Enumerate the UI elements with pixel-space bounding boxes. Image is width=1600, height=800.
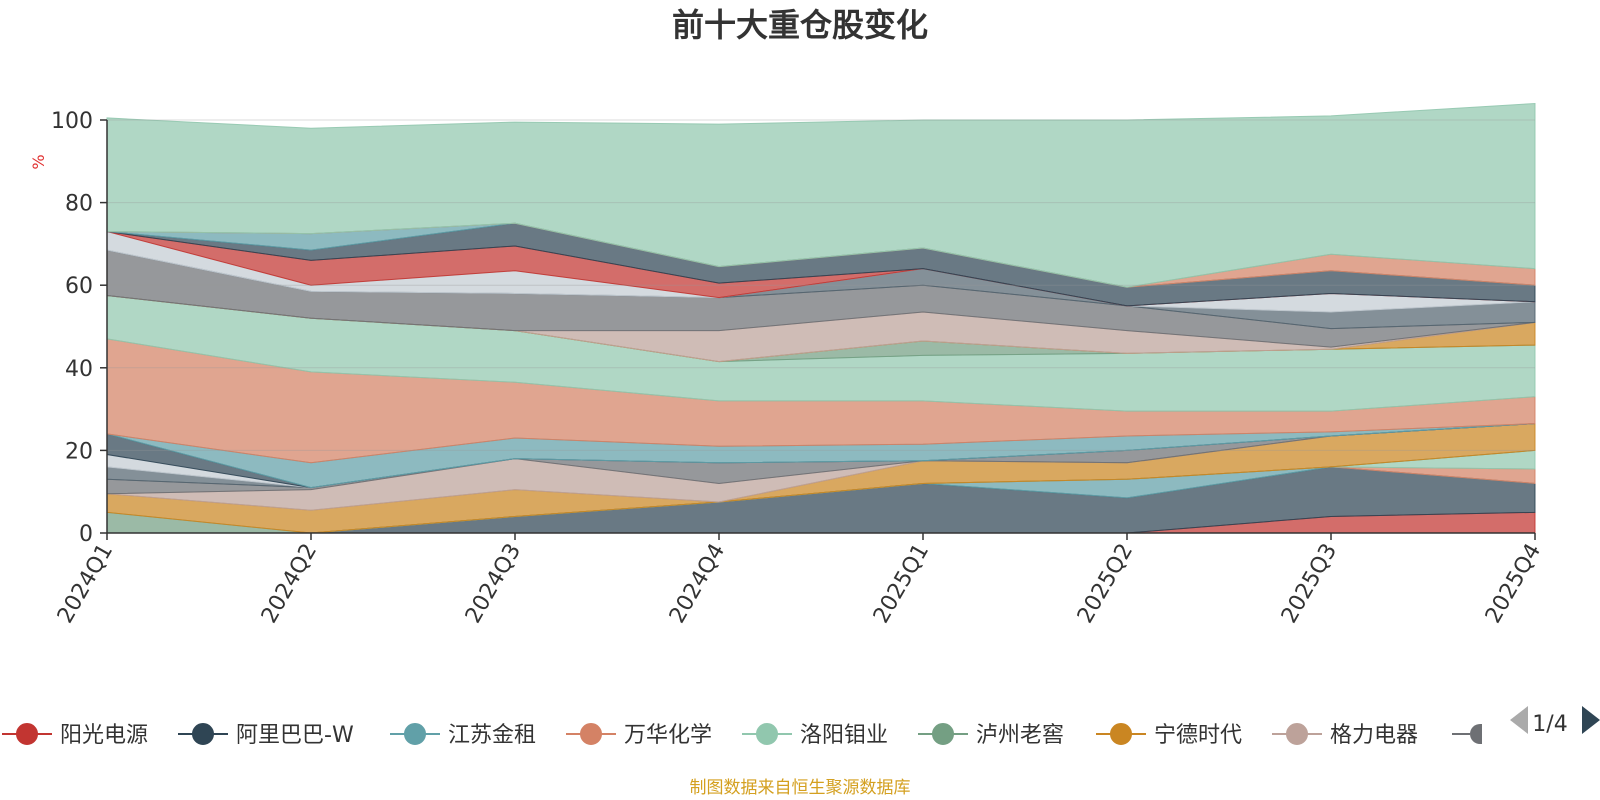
- legend-marker-icon: [404, 723, 426, 745]
- x-tick-label: 2025Q2: [1073, 540, 1138, 628]
- x-tick-label: 2024Q1: [53, 540, 118, 628]
- legend[interactable]: 阳光电源 阿里巴巴-W 江苏金租 万华化学 洛阳钼业 泸州老窖 宁德时代 格力电器: [2, 723, 1482, 748]
- y-axis-ticks: 0 20 40 60 80 100: [51, 109, 107, 547]
- legend-marker-icon: [1470, 724, 1482, 744]
- legend-item[interactable]: 阳光电源: [2, 723, 148, 748]
- legend-item[interactable]: 洛阳钼业: [742, 723, 888, 748]
- legend-item[interactable]: 格力电器: [1272, 723, 1418, 748]
- legend-label: 阳光电源: [60, 723, 148, 748]
- legend-marker-icon: [580, 723, 602, 745]
- axes: [106, 120, 1535, 534]
- legend-marker-icon: [932, 723, 954, 745]
- y-axis-unit: %: [29, 154, 48, 169]
- x-tick-label: 2025Q4: [1481, 540, 1546, 628]
- y-tick-label: 60: [65, 274, 93, 299]
- legend-item[interactable]: 泸州老窖: [918, 723, 1064, 748]
- legend-marker-icon: [756, 723, 778, 745]
- legend-item[interactable]: 万华化学: [566, 723, 712, 748]
- legend-label: 格力电器: [1330, 723, 1418, 748]
- legend-label: 江苏金租: [448, 723, 536, 748]
- legend-pager[interactable]: 1/4: [1510, 706, 1600, 737]
- data-source-note: 制图数据来自恒生聚源数据库: [690, 778, 911, 798]
- x-tick-label: 2024Q2: [257, 540, 322, 628]
- legend-prev-arrow-icon[interactable]: [1510, 706, 1528, 734]
- y-tick-label: 100: [51, 109, 93, 134]
- y-tick-label: 40: [65, 357, 93, 382]
- legend-next-arrow-icon[interactable]: [1582, 706, 1600, 734]
- legend-label: 洛阳钼业: [800, 723, 888, 748]
- legend-marker-icon: [192, 723, 214, 745]
- y-tick-label: 0: [79, 522, 93, 547]
- area-series-25: [106, 102, 1536, 288]
- legend-label: 万华化学: [624, 723, 712, 748]
- legend-page-indicator: 1/4: [1532, 712, 1567, 737]
- x-axis-ticks: 2024Q1 2024Q2 2024Q3 2024Q4 2025Q1 2025Q2 2025…: [53, 533, 1546, 628]
- legend-marker-icon: [16, 723, 38, 745]
- y-tick-label: 20: [65, 439, 93, 464]
- legend-item[interactable]: 江苏金租: [390, 723, 536, 748]
- chart-title: 前十大重仓股变化: [672, 6, 928, 44]
- x-tick-label: 2024Q3: [461, 540, 526, 628]
- y-tick-label: 80: [65, 192, 93, 217]
- legend-label: 泸州老窖: [976, 723, 1064, 748]
- x-tick-label: 2025Q1: [869, 540, 934, 628]
- x-tick-label: 2025Q3: [1277, 540, 1342, 628]
- area-series-group: [106, 102, 1536, 534]
- legend-item[interactable]: 宁德时代: [1096, 723, 1242, 748]
- legend-item[interactable]: 阿里巴巴-W: [178, 723, 354, 748]
- x-tick-label: 2024Q4: [665, 540, 730, 628]
- legend-item-partial[interactable]: [1452, 724, 1482, 744]
- legend-marker-icon: [1286, 723, 1308, 745]
- legend-marker-icon: [1110, 723, 1132, 745]
- grid-lines: [107, 119, 1535, 451]
- legend-label: 宁德时代: [1154, 723, 1242, 748]
- legend-label: 阿里巴巴-W: [236, 723, 354, 748]
